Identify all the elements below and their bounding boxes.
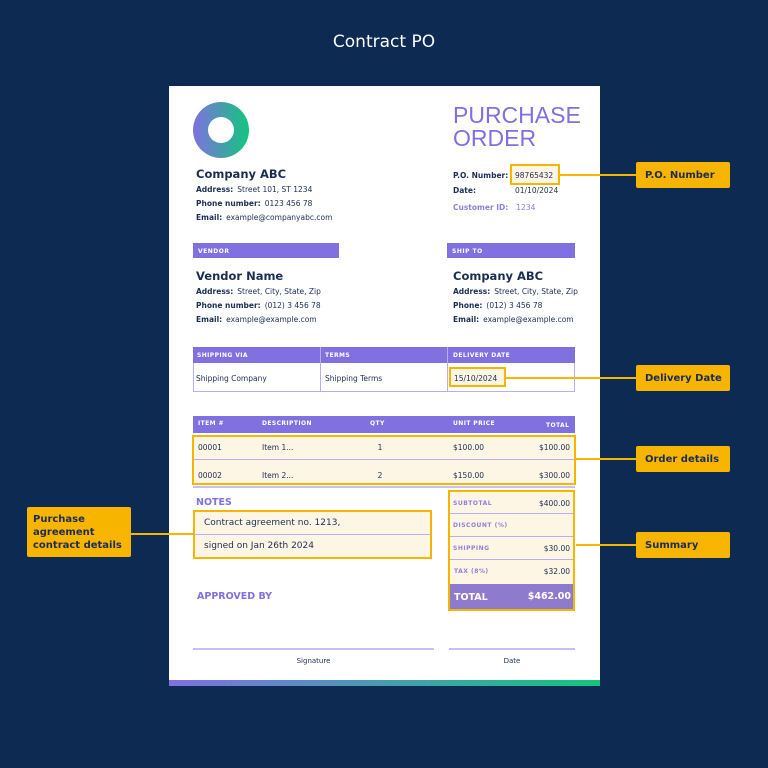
connector-line [506,377,636,379]
signature-line[interactable] [193,648,434,650]
po-number-label: P.O. Number: [453,171,509,180]
vendor-name: Vendor Name [196,269,284,283]
connector-line [576,458,636,460]
vendor-email: Email: example@example.com [196,315,317,324]
callout-delivery-date: Delivery Date [636,365,730,391]
footer-gradient-bar [169,680,600,686]
table-cell: $100.00 [538,443,570,452]
table-cell: 00001 [198,443,222,452]
shipping-via-value: Shipping Company [196,374,267,383]
table-cell: 00002 [198,471,222,480]
col-unit-price: UNIT PRICE [453,420,496,427]
company-address: Address: Street 101, ST 1234 [196,185,313,194]
shipping-label: SHIPPING [453,545,490,552]
subtotal-label: SUBTOTAL [453,500,493,507]
table-cell: $100.00 [453,443,485,452]
col-shipping-via: SHIPPING VIA [197,352,248,359]
total-value: $462.00 [527,591,571,602]
notes-line-1: Contract agreement no. 1213, [204,518,341,528]
col-terms: TERMS [325,352,351,359]
total-label: TOTAL [454,592,488,603]
ship-to-header: SHIP TO [447,243,575,258]
vendor-header: VENDOR [193,243,339,258]
divider [450,536,573,537]
ship-to-name: Company ABC [453,269,544,283]
ship-to-phone: Phone: (012) 3 456 78 [453,301,543,310]
company-name: Company ABC [196,167,287,181]
company-logo-icon [193,102,249,158]
tax-label: TAX (8%) [454,568,489,575]
date-label: Date [503,657,521,665]
table-cell: Item 2... [262,471,294,480]
company-email: Email: example@companyabc.com [196,213,333,222]
company-phone: Phone number: 0123 456 78 [196,199,313,208]
subtotal-value: $400.00 [538,499,570,508]
col-total: TOTAL [546,422,570,429]
divider [320,347,321,392]
table-cell: 1 [377,443,383,452]
table-cell: Item 1... [262,443,294,452]
customer-id: Customer ID: 1234 [453,203,536,212]
divider [450,559,573,560]
terms-value: Shipping Terms [325,374,383,383]
col-qty: QTY [370,420,385,427]
po-date-value: 01/10/2024 [515,186,559,195]
divider [193,486,575,488]
callout-agreement: Purchase agreement contract details [27,507,131,557]
shipping-table-header [193,347,575,363]
signature-label: Signature [296,657,331,665]
discount-label: DISCOUNT (%) [453,522,508,529]
col-item: ITEM # [198,420,224,427]
callout-order-details: Order details [636,446,730,472]
shipping-value: $30.00 [543,544,570,553]
delivery-date-value: 15/10/2024 [449,367,506,387]
order-details-rows [192,435,576,485]
table-cell: $150.00 [453,471,485,480]
vendor-phone: Phone number: (012) 3 456 78 [196,301,321,310]
col-description: DESCRIPTION [262,420,312,427]
ship-to-email: Email: example@example.com [453,315,574,324]
page-title: Contract PO [332,32,436,52]
callout-po-number: P.O. Number [636,162,730,188]
connector-line [560,174,636,176]
col-delivery-date: DELIVERY DATE [453,352,511,359]
divider [450,513,573,514]
divider [194,459,574,460]
date-line[interactable] [449,648,575,650]
vendor-address: Address: Street, City, State, Zip [196,287,321,296]
po-number-value: 98765432 [510,164,560,185]
po-date-label: Date: [453,186,476,195]
divider [447,347,448,392]
total-row [450,584,573,609]
divider [195,534,430,535]
tax-value: $32.00 [543,567,570,576]
document-title: PURCHASE ORDER [453,102,581,151]
table-cell: $300.00 [538,471,570,480]
approved-by-label: APPROVED BY [197,591,273,602]
table-cell: 2 [377,471,383,480]
connector-line [131,533,193,535]
notes-label: NOTES [196,497,232,508]
callout-summary: Summary [636,532,730,558]
notes-line-2: signed on Jan 26th 2024 [204,541,314,551]
ship-to-address: Address: Street, City, State, Zip [453,287,578,296]
connector-line [576,544,636,546]
